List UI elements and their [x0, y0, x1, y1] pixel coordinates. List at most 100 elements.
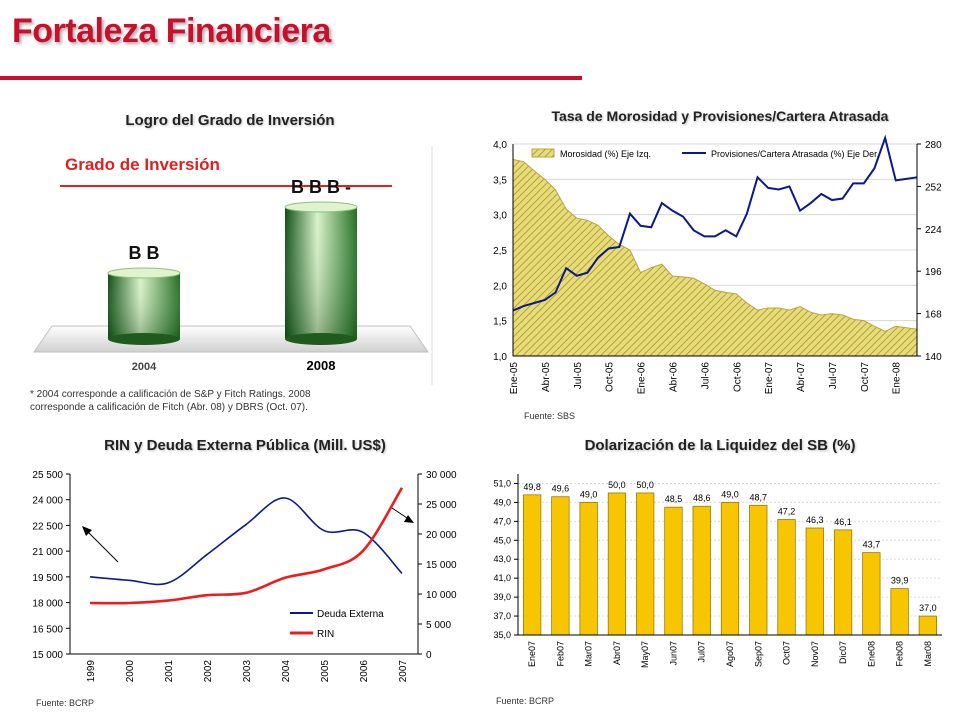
- dolar-value-label: 47,2: [778, 506, 796, 516]
- morosidad-x-tick: Oct-07: [860, 362, 871, 392]
- grado-bar-shade: [285, 207, 357, 339]
- dolar-panel-title: Dolarización de la Liquidez del SB (%): [584, 437, 856, 454]
- rin-left-tick: 21 000: [32, 547, 63, 558]
- rin-left-tick: 15 000: [32, 650, 63, 661]
- dolar-bar: [890, 588, 909, 636]
- dolar-value-label: 39,9: [891, 576, 909, 586]
- page-title: Fortaleza Financiera: [12, 12, 331, 50]
- dolar-bar: [551, 496, 570, 636]
- rin-x-tick: 2005: [320, 660, 331, 683]
- morosidad-left-tick: 2,5: [493, 246, 507, 257]
- morosidad-x-tick: Ene-06: [637, 362, 648, 395]
- rin-x-tick: 2002: [203, 660, 214, 683]
- dolar-bar: [523, 494, 542, 636]
- morosidad-legend-swatch: [531, 148, 555, 158]
- rin-x-tick: 2003: [242, 660, 253, 683]
- deuda-legend-label: Deuda Externa: [317, 609, 384, 620]
- rin-right-tick: 5 000: [426, 620, 451, 631]
- morosidad-area: [512, 158, 918, 357]
- dolar-x-tick: Mar08: [923, 641, 933, 667]
- morosidad-left-tick: 1,5: [493, 317, 507, 328]
- grado-rating-label: B B B -: [291, 177, 351, 197]
- dolar-y-tick: 39,0: [493, 592, 511, 602]
- dolar-bar: [720, 502, 740, 636]
- dolar-x-tick: Ago07: [725, 641, 735, 667]
- provisiones-line: [512, 134, 918, 312]
- dolar-value-label: 49,0: [721, 489, 739, 499]
- morosidad-right-tick: 196: [925, 267, 942, 278]
- morosidad-x-tick: Jul-07: [828, 362, 839, 390]
- dolar-value-label: 46,1: [834, 517, 852, 527]
- rin-right-tick: 25 000: [426, 500, 457, 511]
- dolar-bar: [862, 552, 881, 636]
- dolar-x-tick: May07: [640, 641, 650, 668]
- dolar-value-label: 48,5: [665, 494, 683, 504]
- dolar-value-label: 43,7: [863, 540, 881, 550]
- rin-left-tick: 16 500: [32, 624, 63, 635]
- rin-right-tick: 0: [426, 650, 432, 661]
- rin-right-tick: 30 000: [426, 470, 457, 481]
- rin-x-tick: 1999: [86, 660, 97, 683]
- rin-left-tick: 18 000: [32, 599, 63, 610]
- morosidad-x-tick: Abr-06: [668, 362, 679, 392]
- dolar-bar: [664, 506, 683, 636]
- rin-right-tick: 20 000: [426, 530, 457, 541]
- morosidad-left-tick: 2,0: [493, 281, 507, 292]
- rin-line: [89, 487, 404, 605]
- deuda-externa-line: [89, 497, 403, 586]
- rin-left-tick: 24 000: [32, 496, 63, 507]
- dolar-y-tick: 49,0: [493, 497, 511, 507]
- dolar-bar: [607, 492, 627, 636]
- dolar-bar: [636, 492, 655, 636]
- dolar-y-tick: 45,0: [493, 535, 511, 545]
- morosidad-x-tick: Oct-05: [605, 362, 616, 392]
- dolar-value-label: 49,0: [580, 489, 598, 499]
- dolar-bar: [692, 505, 711, 636]
- title-divider: [0, 76, 582, 80]
- dolar-chart: 49,8 49,6 49,0 50,0 50,0 48,5 48,6 49,0 48,7 47,2…: [493, 474, 942, 668]
- grado-banner: Grado de Inversión: [65, 155, 220, 174]
- dolar-value-label: 49,8: [523, 482, 541, 492]
- rin-x-tick: 2007: [398, 660, 409, 683]
- dolar-bar: [805, 527, 824, 636]
- rin-x-tick: 2001: [164, 660, 175, 683]
- morosidad-x-tick: Abr-07: [796, 362, 807, 392]
- morosidad-right-tick: 140: [925, 352, 942, 363]
- morosidad-x-tick: Ene-05: [509, 362, 520, 395]
- dolar-y-tick: 43,0: [493, 554, 511, 564]
- dolar-value-label: 37,0: [919, 603, 937, 613]
- morosidad-x-tick: Ene-08: [892, 362, 903, 395]
- grado-bar-base: [285, 333, 357, 345]
- grado-rating-label: B B: [129, 243, 160, 263]
- dolar-x-tick: Feb07: [555, 641, 565, 667]
- morosidad-x-tick: Jul-05: [573, 362, 584, 390]
- dolar-x-tick: Feb08: [895, 641, 905, 667]
- morosidad-right-tick: 280: [925, 140, 942, 151]
- morosidad-x-tick: Oct-06: [732, 362, 743, 392]
- rin-x-tick: 2004: [281, 660, 292, 683]
- left-axis-arrow: [82, 526, 119, 563]
- rin-left-tick: 22 500: [32, 521, 63, 532]
- morosidad-left-tick: 3,0: [493, 211, 507, 222]
- dolar-bar: [918, 615, 937, 636]
- dolar-x-tick: Oct07: [782, 641, 792, 665]
- dolar-value-label: 48,6: [693, 493, 711, 503]
- dolar-value-label: 46,3: [806, 515, 824, 525]
- dolar-value-label: 50,0: [636, 480, 654, 490]
- right-axis-arrow: [391, 507, 414, 523]
- dolar-bar: [579, 502, 598, 636]
- dolar-value-label: 48,7: [750, 492, 768, 502]
- morosidad-x-tick: Jul-06: [700, 362, 711, 390]
- grado-platform: [33, 325, 429, 353]
- rin-source: Fuente: BCRP: [36, 698, 95, 708]
- morosidad-right-tick: 252: [925, 182, 942, 193]
- dolar-x-tick: Jun07: [668, 641, 678, 666]
- rin-chart: 15 000 16 500 18 000 19 500 21 000 22 500 24 0…: [32, 470, 457, 683]
- rin-right-tick: 15 000: [426, 560, 457, 571]
- dolar-bar: [833, 529, 853, 636]
- morosidad-right-tick: 224: [925, 225, 942, 236]
- rin-x-tick: 2006: [359, 660, 370, 683]
- morosidad-left-tick: 1,0: [493, 352, 507, 363]
- morosidad-left-tick: 3,5: [493, 175, 507, 186]
- grado-footnote: * 2004 corresponde a calificación de S&P…: [30, 389, 311, 413]
